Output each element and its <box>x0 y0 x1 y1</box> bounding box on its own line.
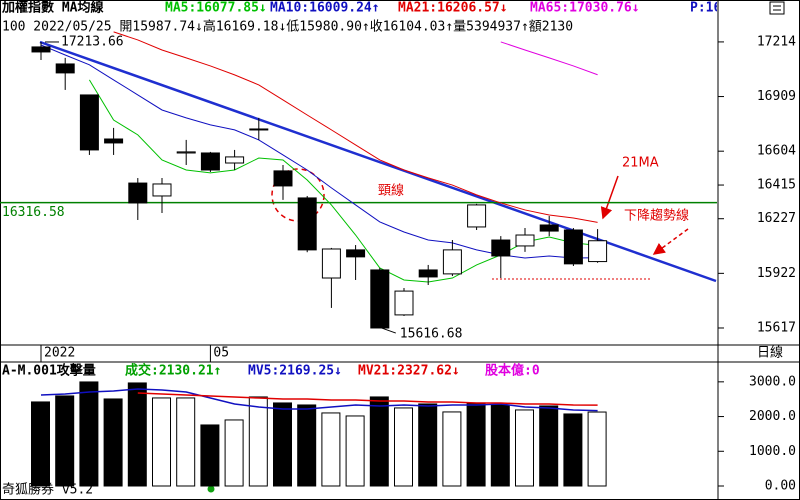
candle-body <box>152 183 172 197</box>
candle-body <box>249 128 269 131</box>
y-tick-label: 17214 <box>757 34 796 49</box>
candle-body <box>104 138 124 144</box>
volume-bar <box>321 412 341 487</box>
arrow <box>600 175 619 220</box>
volume-bar <box>200 424 220 487</box>
ma-line <box>500 41 598 76</box>
signal-dot <box>207 485 215 493</box>
volume-bar <box>31 401 50 487</box>
legend-entry: 成交:2130.21↑ <box>125 363 221 379</box>
x-tick-label: 2022 <box>44 346 75 361</box>
candle-body <box>31 46 51 53</box>
neckline-label: 16316.58 <box>2 205 65 220</box>
legend-entry: MA10:16009.24↑ <box>270 1 380 16</box>
legend-entry: MA65:17030.76↓ <box>530 1 640 16</box>
volume-bar <box>442 411 462 487</box>
legend-entry: MV5:2169.25↓ <box>248 364 342 379</box>
candle-body <box>176 151 196 154</box>
volume-bar <box>224 419 244 487</box>
candle-body <box>394 290 414 316</box>
volume-bar <box>127 382 147 487</box>
volume-bar <box>273 402 292 487</box>
volume-bar <box>297 404 317 487</box>
mv-line <box>137 392 598 406</box>
extreme-leader <box>381 327 396 334</box>
volume-bar <box>394 407 413 487</box>
y-tick-label: 1000.0 <box>749 444 796 459</box>
volume-bar <box>345 415 365 487</box>
volume-bar <box>369 396 389 487</box>
volume-bar <box>587 411 607 487</box>
volume-bar <box>248 396 268 487</box>
legend-entry: MA5:16077.85↓ <box>165 1 267 16</box>
legend-entry: MA21:16206.57↓ <box>398 1 508 16</box>
chart-title: 加權指數 MA均線 <box>1 0 104 16</box>
y-tick-label: 2000.0 <box>749 409 796 424</box>
y-tick-label: 15922 <box>757 266 796 281</box>
y-tick-label: 16227 <box>757 211 796 226</box>
period-label: 日線 <box>757 345 783 361</box>
mv-line <box>40 388 598 412</box>
volume-bar <box>418 403 438 487</box>
candle-body <box>225 156 245 164</box>
volume-title: A-M.001攻擊量 <box>2 363 96 379</box>
candle-body <box>588 240 608 263</box>
y-tick-label: 0.00 <box>765 478 796 493</box>
price-plot: 頸線 21MA 下降趨勢線 加權指數 MA均線 P:164 100 2022/0… <box>0 0 729 498</box>
y-tick-label: 16415 <box>757 178 796 193</box>
header-value: P:164 <box>690 1 729 16</box>
volume-bar <box>515 409 534 487</box>
candle-body <box>442 249 462 275</box>
y-tick-label: 16604 <box>757 144 796 159</box>
legend-entry: MV21:2327.62↓ <box>358 364 460 379</box>
candle-body <box>539 224 559 232</box>
candle-body <box>563 229 583 265</box>
candle-body <box>79 94 99 151</box>
candle-body <box>418 269 438 278</box>
volume-bar <box>466 402 486 487</box>
volume-bar <box>539 405 559 487</box>
volume-bar <box>176 397 196 487</box>
ma-line <box>88 79 598 283</box>
volume-bar <box>103 398 123 487</box>
candle-body <box>370 269 390 329</box>
annotation: 頸線 <box>378 183 404 199</box>
volume-bar <box>563 413 583 487</box>
candle-body <box>515 234 535 247</box>
header-value: 股本億:0 <box>485 363 540 379</box>
volume-bar <box>55 395 75 487</box>
ma-line <box>113 31 598 223</box>
volume-bar <box>490 404 510 487</box>
y-tick-label: 3000.0 <box>749 374 796 389</box>
y-tick-label: 15617 <box>757 320 796 335</box>
candle-body <box>273 170 293 187</box>
quote-info: 100 2022/05/25 開15987.74↓高16169.18↓低1598… <box>2 19 573 35</box>
x-tick-label: 05 <box>213 346 229 361</box>
volume-bar <box>79 381 99 487</box>
candle-body <box>346 249 366 258</box>
candle-body <box>297 197 317 251</box>
candle-body <box>491 239 511 257</box>
annotation: 21MA <box>622 156 659 171</box>
candle-body <box>321 248 341 279</box>
low-label: 15616.68 <box>400 327 463 342</box>
menu-icon[interactable] <box>769 1 785 15</box>
high-label: 17213.66 <box>61 34 124 49</box>
candle-body <box>200 152 220 171</box>
annotation: 下降趨勢線 <box>624 208 689 224</box>
candle-body <box>467 204 487 228</box>
candle-body <box>55 63 75 74</box>
y-tick-label: 16909 <box>757 89 796 104</box>
candle-body <box>128 182 148 204</box>
arrow <box>652 228 689 255</box>
volume-bar <box>152 397 171 487</box>
